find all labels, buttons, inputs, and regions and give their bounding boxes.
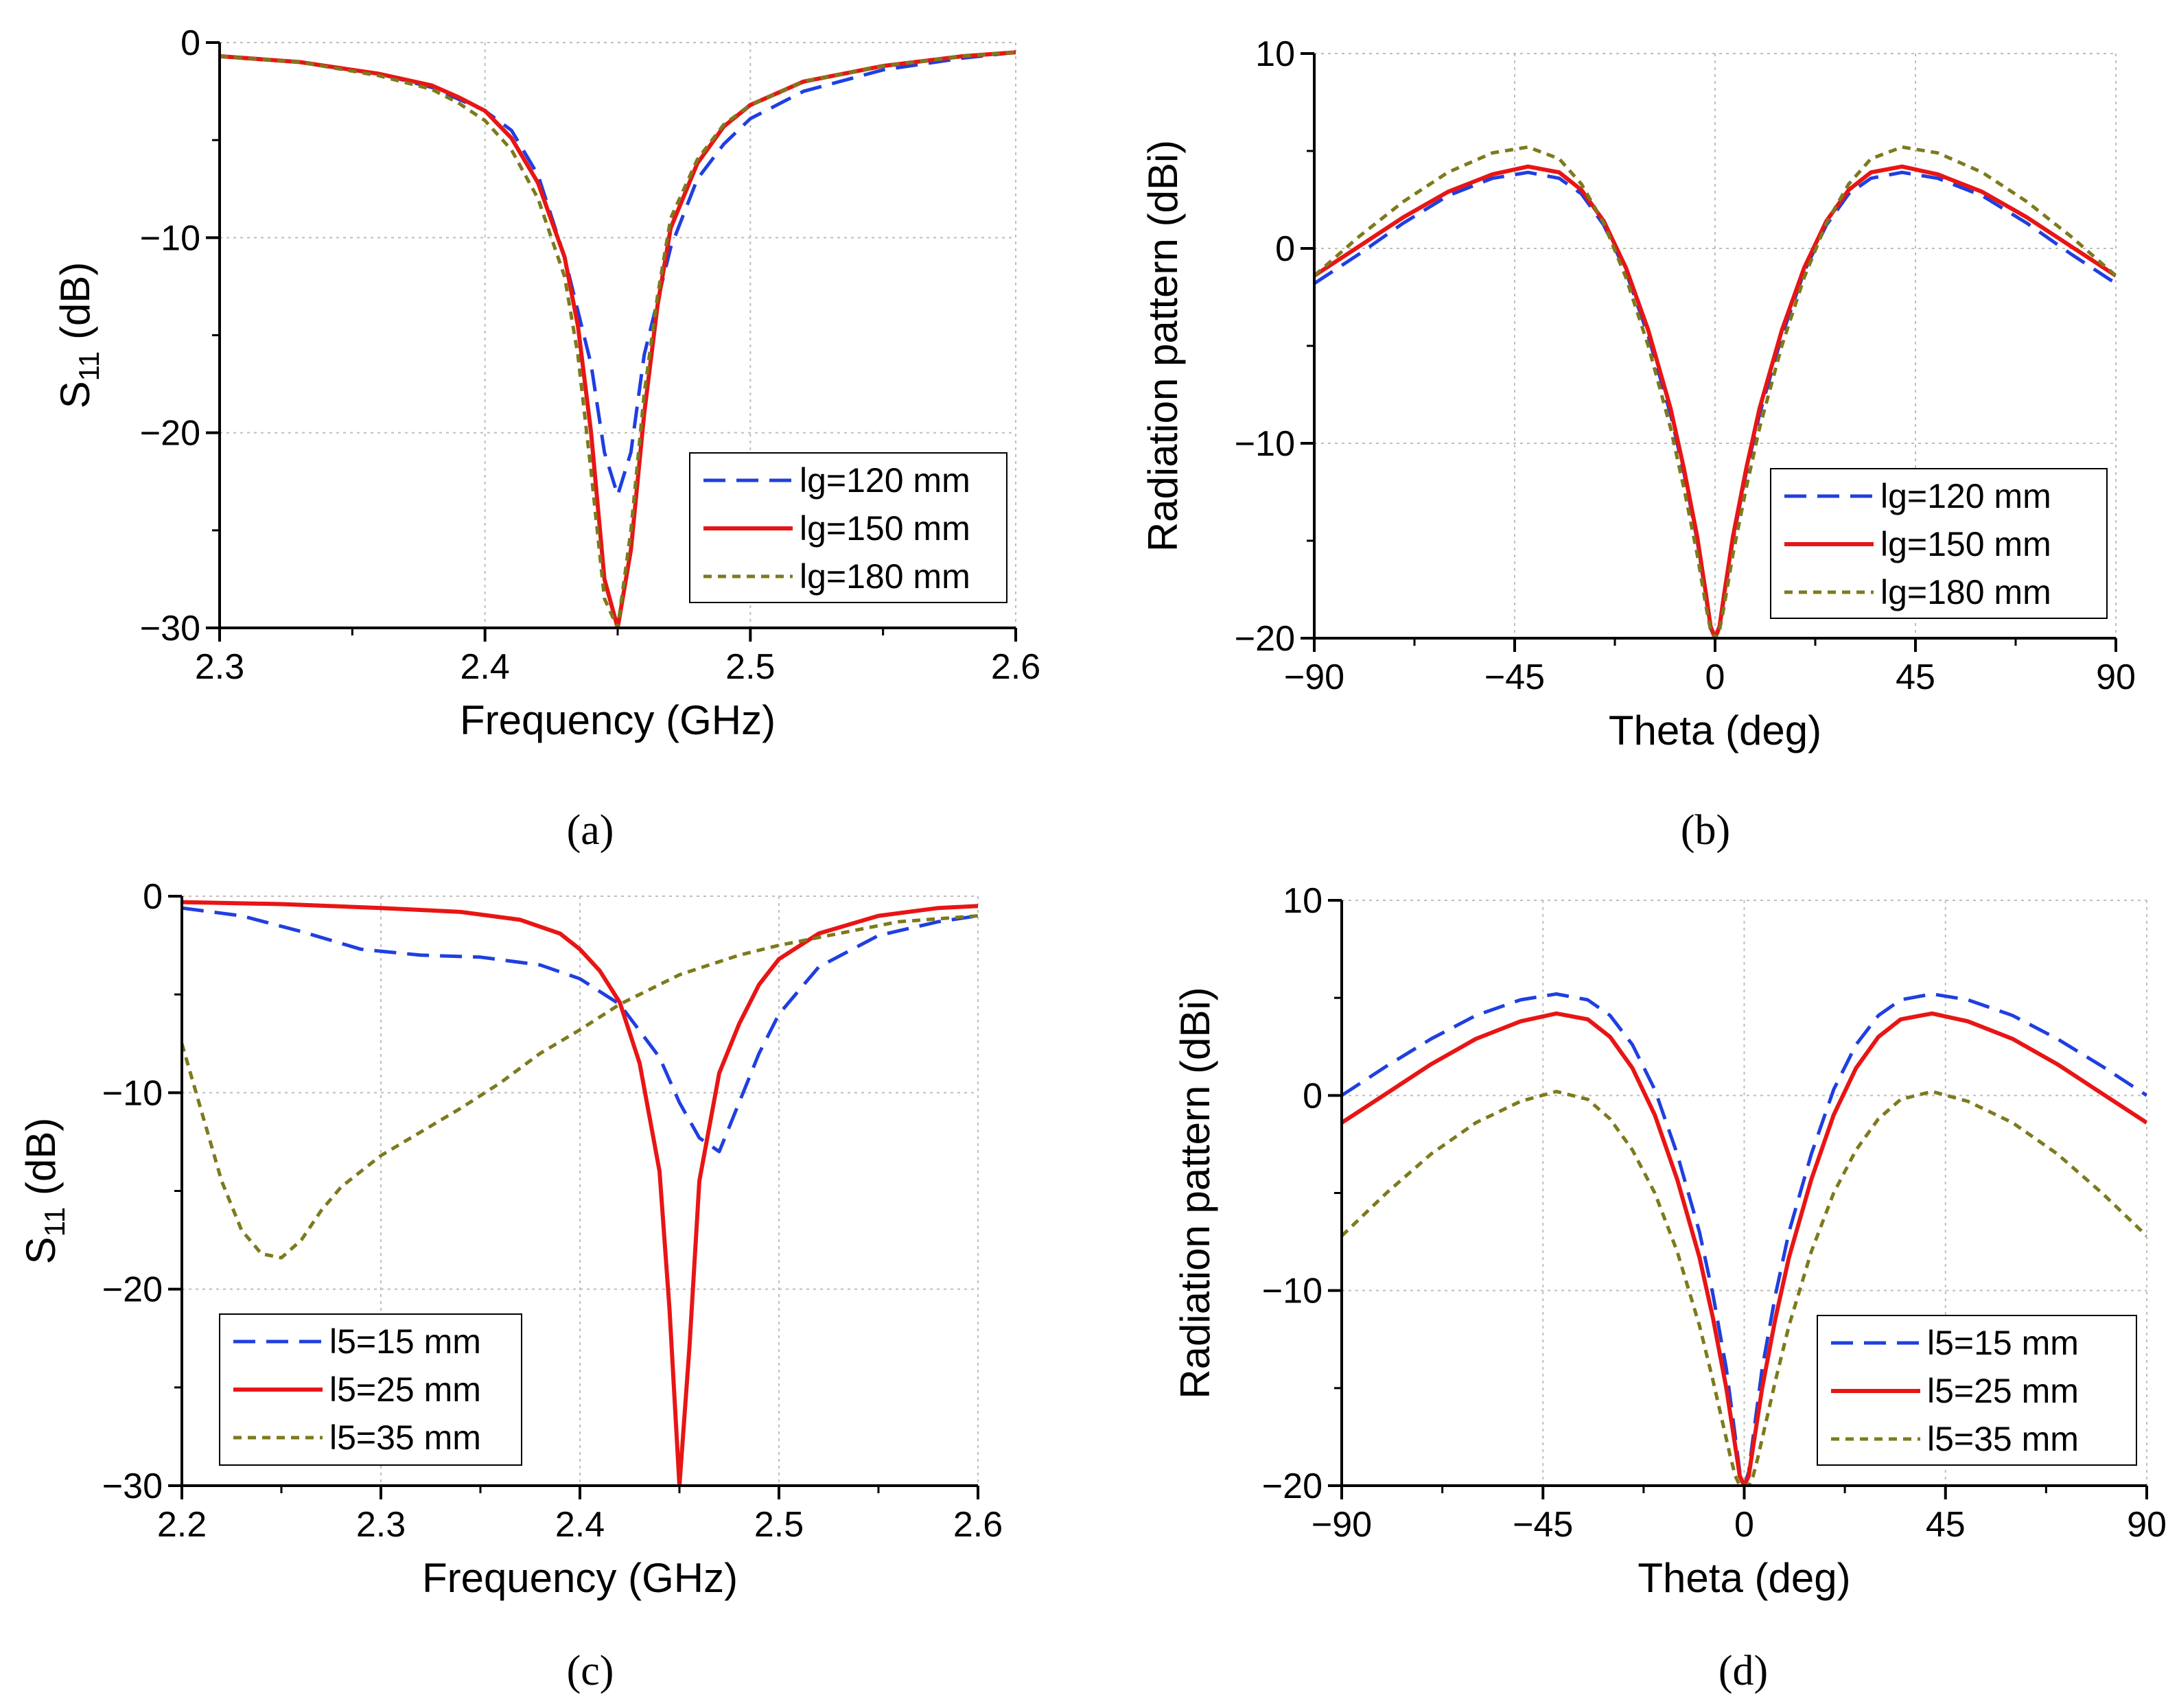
y-tick-label: −20 — [1235, 619, 1295, 659]
x-tick-label: 2.3 — [195, 647, 244, 687]
x-tick-label: 45 — [1926, 1505, 1966, 1545]
x-tick-label: −45 — [1513, 1505, 1573, 1545]
y-tick-label: −10 — [1262, 1272, 1322, 1311]
chart-a: 2.3 2.4 2.5 2.6 −30 −20 −10 0 Frequency (GHz) S11… — [52, 23, 1040, 854]
subfigure-caption: (b) — [1681, 807, 1730, 854]
series-line-l5-15-mm — [182, 906, 978, 1154]
x-tick-label: 0 — [1705, 657, 1725, 697]
x-tick-label: 2.2 — [157, 1505, 207, 1545]
x-tick-label: 90 — [2127, 1505, 2167, 1545]
x-axis-title: Theta (deg) — [1638, 1555, 1850, 1601]
x-tick-label: 2.6 — [991, 647, 1040, 687]
x-tick-label: 45 — [1896, 657, 1935, 697]
chart-b: −90 −45 0 45 90 −20 −10 0 10 Theta (deg) Radiation… — [1140, 34, 2136, 854]
x-tick-label: 2.5 — [754, 1505, 804, 1545]
y-tick-label: −30 — [140, 609, 200, 648]
y-tick-label: −20 — [1262, 1466, 1322, 1506]
x-axis-title: Theta (deg) — [1609, 707, 1821, 753]
legend-label: lg=120 mm — [800, 461, 970, 500]
x-tick-label: 2.4 — [555, 1505, 605, 1545]
legend-label: l5=15 mm — [329, 1322, 481, 1361]
x-tick-label: 2.3 — [356, 1505, 406, 1545]
y-tick-label: 0 — [143, 877, 163, 917]
x-tick-label: −90 — [1284, 657, 1344, 697]
legend-label: lg=180 mm — [800, 557, 970, 596]
chart-d: −90 −45 0 45 90 −20 −10 0 10 Theta (deg) Radiation… — [1172, 881, 2167, 1694]
subfigure-caption: (a) — [567, 807, 614, 854]
x-axis-title: Frequency (GHz) — [422, 1555, 738, 1601]
y-tick-label: −10 — [140, 218, 200, 258]
y-tick-label: 10 — [1283, 881, 1322, 921]
y-tick-label: 0 — [180, 23, 200, 63]
x-tick-label: −90 — [1312, 1505, 1372, 1545]
subfigure-caption: (c) — [567, 1648, 614, 1694]
legend-label: lg=180 mm — [1880, 573, 2051, 611]
legend: l5=15 mm l5=25 mm l5=35 mm — [1817, 1315, 2137, 1466]
legend-label: l5=15 mm — [1927, 1324, 2079, 1362]
x-tick-label: −45 — [1484, 657, 1545, 697]
y-tick-label: −10 — [1235, 424, 1295, 464]
subfigure-caption: (d) — [1718, 1648, 1768, 1694]
y-axis-title-main: S — [52, 381, 98, 408]
y-axis-title-subscript: 11 — [73, 351, 105, 382]
x-axis-title: Frequency (GHz) — [460, 697, 776, 743]
y-tick-label: 0 — [1275, 229, 1295, 269]
legend-label: l5=25 mm — [1927, 1372, 2079, 1410]
y-axis-title: Radiation pattern (dBi) — [1140, 140, 1186, 552]
legend-label: l5=25 mm — [329, 1370, 481, 1409]
y-axis-title-unit: (dB) — [52, 262, 98, 351]
y-axis-title: S11 (dB) — [18, 1118, 71, 1265]
y-tick-label: 0 — [1303, 1076, 1322, 1116]
y-tick-label: −10 — [102, 1073, 163, 1113]
legend-label: lg=120 mm — [1880, 477, 2051, 515]
x-tick-label: 2.4 — [461, 647, 510, 687]
legend-label: lg=150 mm — [1880, 525, 2051, 563]
y-axis-title-unit: (dB) — [18, 1118, 64, 1207]
series-line-l5-35-mm — [182, 914, 978, 1260]
y-tick-label: 10 — [1255, 34, 1295, 74]
y-tick-label: −30 — [102, 1466, 163, 1506]
legend: lg=120 mm lg=150 mm lg=180 mm — [689, 452, 1007, 603]
x-tick-label: 0 — [1734, 1505, 1754, 1545]
y-tick-label: −20 — [140, 414, 200, 454]
legend: lg=120 mm lg=150 mm lg=180 mm — [1770, 468, 2108, 619]
y-axis-title-subscript: 11 — [38, 1207, 71, 1237]
chart-c: 2.2 2.3 2.4 2.5 2.6 −30 −20 −10 0 Frequency (GHz)… — [18, 877, 1003, 1694]
y-axis-title: Radiation pattern (dBi) — [1172, 987, 1218, 1399]
legend-label: l5=35 mm — [1927, 1420, 2079, 1458]
series-line-l5-25-mm — [182, 900, 978, 1487]
legend-label: l5=35 mm — [329, 1418, 481, 1457]
series-line-lg-180-mm — [220, 50, 1016, 629]
y-tick-label: −20 — [102, 1270, 163, 1310]
y-axis-title-main: S — [18, 1237, 64, 1264]
legend: l5=15 mm l5=25 mm l5=35 mm — [219, 1313, 522, 1466]
legend-label: lg=150 mm — [800, 509, 970, 548]
x-tick-label: 2.6 — [953, 1505, 1003, 1545]
x-tick-label: 90 — [2096, 657, 2136, 697]
x-tick-label: 2.5 — [725, 647, 775, 687]
y-axis-title: S11 (dB) — [52, 262, 105, 409]
series-line-lg-120-mm — [220, 50, 1016, 498]
